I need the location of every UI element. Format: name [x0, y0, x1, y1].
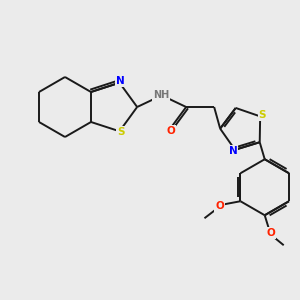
Text: O: O	[167, 126, 176, 136]
Text: S: S	[117, 127, 124, 137]
Text: O: O	[215, 201, 224, 211]
Text: N: N	[229, 146, 237, 156]
Text: S: S	[258, 110, 266, 120]
Text: N: N	[116, 76, 125, 86]
Text: O: O	[266, 228, 275, 238]
Text: NH: NH	[153, 90, 169, 100]
